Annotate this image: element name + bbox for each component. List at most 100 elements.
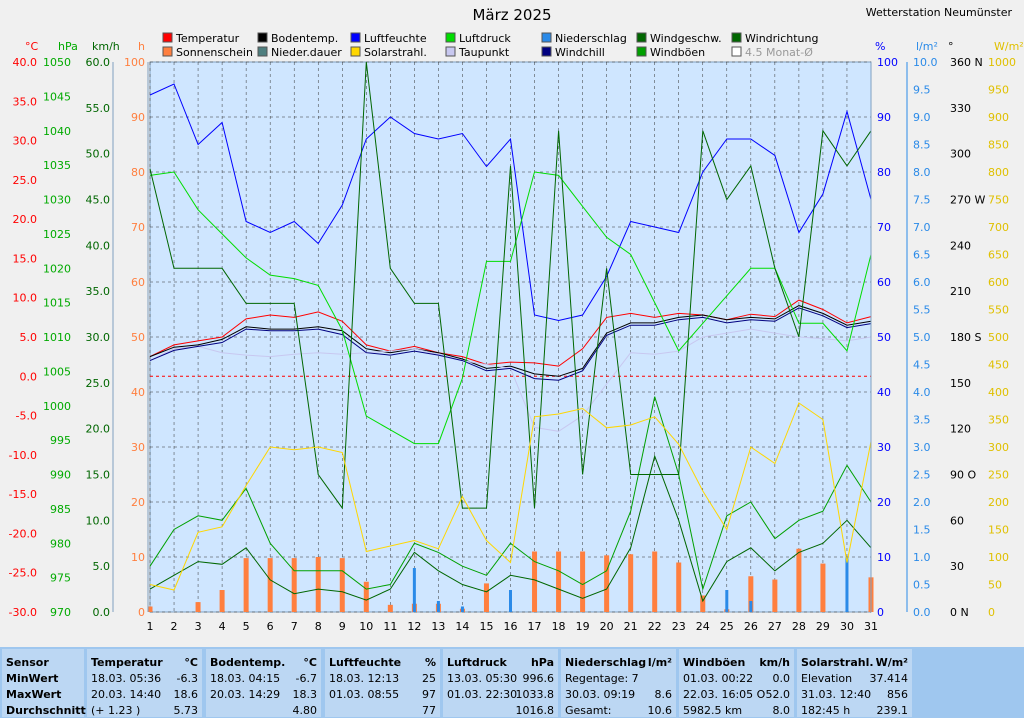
stats-head: Bodentemp. °C bbox=[210, 656, 317, 669]
tick-label-solar: 600 bbox=[988, 276, 1009, 289]
tick-label-solar: 700 bbox=[988, 221, 1009, 234]
legend-label: Bodentemp. bbox=[271, 32, 338, 45]
line-solarstrahl bbox=[149, 402, 872, 591]
row-label: Durchschnitt bbox=[6, 704, 86, 717]
tick-label-solar: 200 bbox=[988, 496, 1009, 509]
tick-label-solar: 100 bbox=[988, 551, 1009, 564]
axis-unit-hum: % bbox=[875, 40, 885, 53]
tick-label-rain: 7.5 bbox=[913, 194, 931, 207]
stats-col-6: Solarstrahl. W/m² Elevation 37.414 31.03. 12… bbox=[797, 649, 912, 717]
line-windgeschw bbox=[149, 454, 872, 603]
tick-label-wind: 35.0 bbox=[86, 285, 111, 298]
bar-sonnenschein bbox=[147, 606, 153, 612]
tick-label-rain: 5.0 bbox=[913, 331, 931, 344]
bar-niederschlag bbox=[509, 590, 512, 612]
tick-label-temp: -20.0 bbox=[9, 527, 37, 540]
stats-cell: 77 bbox=[422, 704, 436, 717]
tick-label-dir: 150 bbox=[950, 377, 971, 390]
bar-sonnenschein bbox=[483, 583, 489, 612]
line-temperatur bbox=[149, 299, 872, 367]
legend-label: 4.5 Monat-Ø bbox=[745, 46, 813, 59]
tick-label-wind: 25.0 bbox=[86, 377, 111, 390]
bar-sonnenschein bbox=[363, 581, 369, 612]
legend-label: Sonnenschein bbox=[176, 46, 253, 59]
stats-cell: 31.03. 12:40 856 bbox=[801, 688, 908, 701]
x-tick-label: 29 bbox=[816, 620, 830, 633]
tick-label-press: 1025 bbox=[43, 228, 71, 241]
tick-label-solar: 0 bbox=[988, 606, 995, 619]
tick-label-press: 990 bbox=[50, 469, 71, 482]
x-tick-label: 28 bbox=[792, 620, 806, 633]
tick-label-press: 985 bbox=[50, 503, 71, 516]
x-tick-label: 13 bbox=[431, 620, 445, 633]
x-tick-label: 7 bbox=[291, 620, 298, 633]
tick-label-temp: 20.0 bbox=[13, 213, 38, 226]
x-tick-label: 3 bbox=[195, 620, 202, 633]
axis-unit-sun: h bbox=[138, 40, 145, 53]
tick-label-wind: 5.0 bbox=[93, 560, 111, 573]
x-tick-label: 22 bbox=[648, 620, 662, 633]
tick-label-dir: 360 N bbox=[950, 56, 983, 69]
row-label: MaxWert bbox=[6, 688, 62, 701]
tick-label-sun: 90 bbox=[131, 111, 145, 124]
x-tick-label: 17 bbox=[528, 620, 542, 633]
bar-sonnenschein bbox=[315, 557, 321, 612]
stats-head: Niederschlag l/m² bbox=[565, 656, 672, 669]
tick-label-press: 1030 bbox=[43, 194, 71, 207]
bar-sonnenschein bbox=[652, 551, 658, 612]
tick-label-temp: -10.0 bbox=[9, 449, 37, 462]
weather-chart: Temperatur Bodentemp. Luftfeuchte Luftdruck… bbox=[9, 32, 1024, 633]
tick-label-rain: 9.5 bbox=[913, 84, 931, 97]
tick-label-solar: 250 bbox=[988, 469, 1009, 482]
x-tick-label: 10 bbox=[359, 620, 373, 633]
bar-sonnenschein bbox=[628, 554, 634, 612]
tick-label-rain: 6.5 bbox=[913, 249, 931, 262]
tick-label-solar: 50 bbox=[988, 579, 1002, 592]
tick-label-hum: 90 bbox=[877, 111, 891, 124]
tick-label-dir: 0 N bbox=[950, 606, 969, 619]
x-tick-label: 21 bbox=[624, 620, 638, 633]
tick-label-temp: 0.0 bbox=[20, 370, 38, 383]
tick-label-dir: 60 bbox=[950, 514, 964, 527]
legend-swatch bbox=[162, 32, 173, 43]
tick-label-hum: 0 bbox=[877, 606, 884, 619]
tick-label-temp: 5.0 bbox=[20, 331, 38, 344]
stats-cell: 1016.8 bbox=[515, 704, 555, 717]
stats-cell: 20.03. 14:29 18.3 bbox=[210, 688, 317, 701]
line-windben bbox=[149, 396, 872, 592]
stats-cell: Elevation 37.414 bbox=[801, 672, 908, 685]
tick-label-wind: 55.0 bbox=[86, 102, 111, 115]
legend-swatch bbox=[636, 32, 647, 43]
tick-label-sun: 100 bbox=[124, 56, 145, 69]
legend-label: Windchill bbox=[555, 46, 605, 59]
stats-cell: 182:45 h 239.1 bbox=[801, 704, 908, 717]
legend: Temperatur Bodentemp. Luftfeuchte Luftdruck… bbox=[162, 32, 818, 59]
axis-unit-dir: ° bbox=[948, 40, 954, 53]
bar-sonnenschein bbox=[748, 576, 754, 612]
tick-label-press: 1020 bbox=[43, 262, 71, 275]
row-label: MinWert bbox=[6, 672, 59, 685]
stats-cell: 01.03. 08:55 97 bbox=[329, 688, 436, 701]
tick-label-sun: 20 bbox=[131, 496, 145, 509]
bar-sonnenschein bbox=[676, 562, 682, 612]
x-tick-label: 4 bbox=[219, 620, 226, 633]
axis-unit-rain: l/m² bbox=[916, 40, 938, 53]
legend-swatch bbox=[162, 46, 173, 57]
tick-label-temp: 30.0 bbox=[13, 135, 38, 148]
stats-cell: 30.03. 09:19 8.6 bbox=[565, 688, 672, 701]
tick-label-dir: 30 bbox=[950, 560, 964, 573]
bar-sonnenschein bbox=[580, 551, 586, 612]
tick-label-press: 1015 bbox=[43, 297, 71, 310]
bar-niederschlag bbox=[436, 601, 440, 612]
tick-label-rain: 10.0 bbox=[913, 56, 938, 69]
line-windchill bbox=[149, 307, 872, 381]
bar-sonnenschein bbox=[291, 558, 297, 612]
tick-label-wind: 10.0 bbox=[86, 514, 111, 527]
legend-label: Solarstrahl. bbox=[364, 46, 427, 59]
legend-swatch bbox=[731, 32, 742, 43]
tick-label-solar: 400 bbox=[988, 386, 1009, 399]
tick-label-rain: 6.0 bbox=[913, 276, 931, 289]
tick-label-temp: -25.0 bbox=[9, 567, 37, 580]
tick-label-wind: 60.0 bbox=[86, 56, 111, 69]
line-series bbox=[149, 61, 872, 603]
